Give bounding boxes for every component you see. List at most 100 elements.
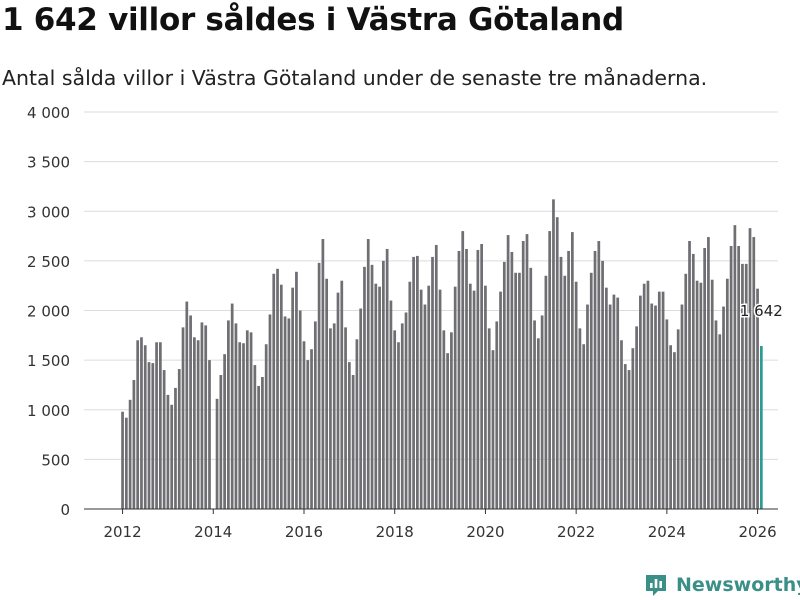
bar (491, 350, 495, 509)
bar-series (121, 199, 763, 510)
bar (465, 248, 468, 509)
bar (673, 352, 676, 509)
bar (363, 266, 366, 509)
bar (472, 290, 476, 509)
bar (245, 330, 249, 509)
x-tick-label: 2024 (648, 523, 686, 541)
bar (552, 199, 555, 509)
bar (438, 289, 442, 509)
bar (714, 320, 718, 509)
bar (170, 404, 174, 509)
bar (329, 328, 332, 509)
bar (177, 369, 181, 509)
bar (132, 379, 136, 509)
bar (623, 364, 627, 509)
page-title: 1 642 villor såldes i Västra Götaland (2, 2, 624, 38)
bar (230, 303, 234, 509)
y-tick-label: 3 000 (27, 203, 70, 221)
y-tick-label: 3 500 (27, 154, 70, 172)
bar (124, 417, 128, 509)
bar (669, 345, 672, 509)
bar (548, 231, 552, 509)
bar (283, 316, 287, 509)
bar (586, 304, 589, 509)
bar (559, 256, 563, 509)
bar (257, 385, 260, 509)
bar (291, 287, 295, 509)
bar (238, 342, 242, 509)
bar (128, 399, 132, 509)
bar (680, 304, 684, 509)
y-tick-label: 2 000 (27, 303, 70, 321)
bar (510, 251, 514, 509)
bar (200, 322, 204, 509)
bar (347, 362, 351, 509)
bar (264, 344, 268, 509)
bar (529, 267, 533, 509)
bar (707, 237, 710, 509)
bar (567, 250, 570, 509)
y-tick-label: 4 000 (27, 104, 70, 122)
bar (657, 291, 661, 509)
bar (317, 262, 321, 509)
bar (665, 319, 669, 509)
x-tick-label: 2016 (285, 523, 323, 541)
bar (166, 394, 170, 509)
bar (344, 327, 347, 509)
bar (525, 234, 529, 509)
bar (574, 281, 578, 509)
bar (733, 225, 737, 509)
bar (370, 264, 374, 509)
bar (310, 349, 313, 509)
bar (691, 253, 695, 509)
x-tick-label: 2026 (738, 523, 776, 541)
bar (495, 321, 499, 509)
bar (189, 315, 192, 509)
bar (756, 288, 759, 509)
bar (639, 295, 642, 509)
bar (223, 354, 226, 509)
bar (306, 360, 310, 509)
bar (741, 263, 744, 509)
bar (699, 282, 703, 509)
x-tick-label: 2014 (194, 523, 232, 541)
highlight-bar (759, 346, 763, 509)
bar (242, 343, 245, 509)
bar (431, 256, 434, 509)
bar (442, 330, 446, 509)
bar (423, 304, 427, 509)
bar (393, 330, 397, 509)
bar (650, 303, 654, 509)
bar (276, 268, 279, 509)
bar (589, 272, 593, 509)
bar (355, 339, 359, 509)
x-tick-label: 2020 (466, 523, 504, 541)
bar (204, 325, 208, 509)
bar (158, 342, 162, 509)
bar (722, 306, 725, 509)
bar (253, 365, 257, 509)
bar (608, 304, 612, 509)
bar (136, 340, 140, 509)
bar (181, 327, 185, 509)
bar (729, 245, 733, 510)
chart-bar-icon (646, 575, 666, 596)
bar (627, 370, 631, 509)
bar (215, 398, 219, 509)
bar (227, 320, 230, 509)
x-tick-label: 2012 (103, 523, 141, 541)
bar (536, 338, 540, 509)
bar (389, 300, 393, 509)
bar (620, 340, 623, 509)
bar (219, 375, 223, 509)
bar (752, 237, 756, 509)
bar (378, 286, 381, 509)
x-axis: 2012 2014 2016 2018 2020 2022 2024 2026 (103, 509, 777, 541)
bar (279, 284, 283, 509)
bar (457, 250, 461, 509)
bar (385, 248, 389, 509)
bar (313, 321, 317, 509)
bar (336, 292, 340, 509)
bar (605, 287, 608, 509)
bar (162, 370, 166, 509)
